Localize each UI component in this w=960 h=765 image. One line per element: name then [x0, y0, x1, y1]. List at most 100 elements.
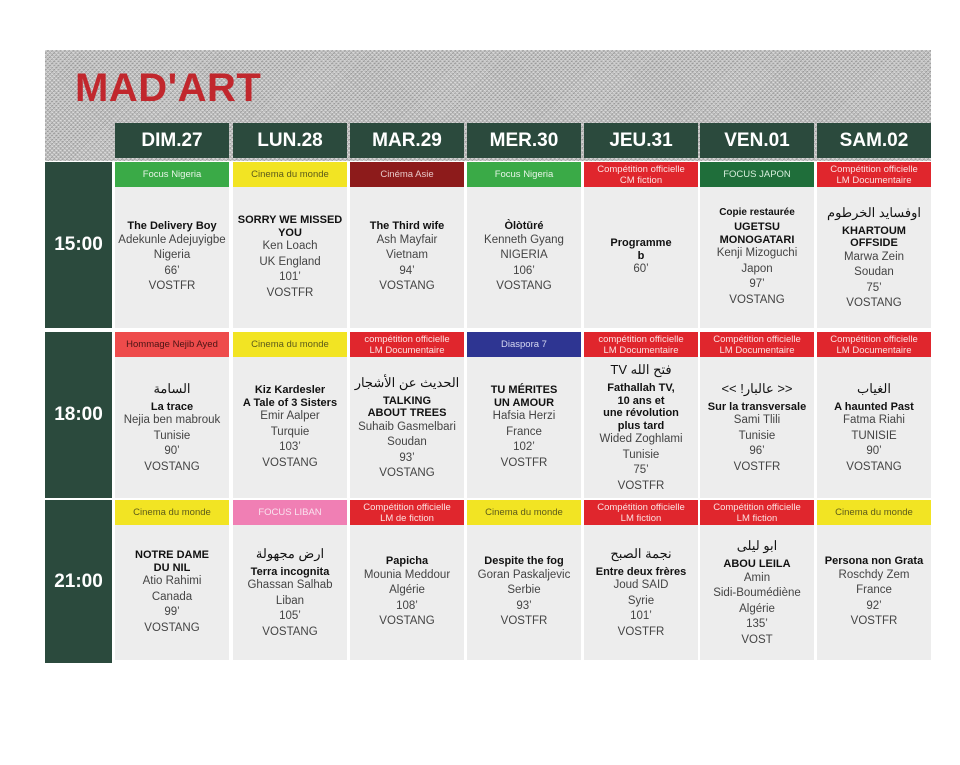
film-info: السامة La trace Nejia ben mabrouk Tunisie 90… — [115, 357, 229, 498]
section-tag: FOCUS JAPON — [700, 162, 814, 187]
screening-cell[interactable]: FOCUS JAPON Copie restaurée UGETSU MONOGATA… — [700, 162, 814, 328]
film-info: الغياب A haunted Past Fatma Riahi TUNISIE 90… — [817, 357, 931, 498]
film-info: The Delivery Boy Adekunle Adejuyigbe Niger… — [115, 187, 229, 328]
film-detail: VOSTFR — [266, 286, 314, 299]
section-tag-line: CM fiction — [619, 174, 663, 186]
section-tag-line: compétition officielle — [364, 333, 450, 345]
section-tag-line: LM fiction — [620, 512, 662, 524]
screening-cell[interactable]: Cinema du monde Despite the fog Goran Pask… — [467, 500, 581, 660]
film-detail: Joud SAID — [613, 579, 669, 592]
screening-cell[interactable]: Compétition officielle LM de fiction Papic… — [350, 500, 464, 660]
film-detail: 94’ — [399, 264, 415, 277]
film-title: Kiz Kardesler — [254, 384, 326, 396]
screening-cell[interactable]: Hommage Nejib Ayed السامة La trace Nejia be… — [115, 332, 229, 498]
screening-cell[interactable]: Compétition officielle LM Documentaire الغ… — [817, 332, 931, 498]
film-detail: Nigeria — [153, 249, 191, 262]
screening-cell[interactable]: Cinema du monde Kiz Kardesler A Tale of 3 … — [233, 332, 347, 498]
film-title: La trace — [150, 400, 194, 413]
film-title: NOTRE DAME — [135, 549, 209, 561]
film-detail: Japon — [741, 262, 773, 275]
film-title: Fathallah TV, — [607, 382, 675, 394]
screening-cell[interactable]: compétition officielle LM Documentaire فتح… — [584, 332, 698, 498]
section-tag: Hommage Nejib Ayed — [115, 332, 229, 357]
section-tag-line: LM de fiction — [380, 512, 434, 524]
film-detail: 92’ — [866, 599, 882, 612]
film-detail: 135’ — [746, 618, 768, 630]
screening-cell[interactable]: Compétition officielle LM Documentaire اوف… — [817, 162, 931, 328]
time-slot-label: 21:00 — [45, 500, 112, 663]
film-detail: VOSTFR — [617, 625, 665, 638]
screening-cell[interactable]: Cinema du monde Persona non Grata Roschdy … — [817, 500, 931, 660]
screening-cell[interactable]: Compétition officielle CM fiction Programm… — [584, 162, 698, 328]
screening-cell[interactable]: Cinema du monde SORRY WE MISSED YOU Ken Loa… — [233, 162, 347, 328]
section-tag-line: FOCUS JAPON — [723, 169, 791, 180]
section-tag: Focus Nigeria — [115, 162, 229, 187]
film-detail: 99’ — [164, 606, 180, 618]
screening-cell[interactable]: Cinema du monde NOTRE DAME DU NIL Atio Rahi… — [115, 500, 229, 660]
film-detail: UK England — [259, 255, 321, 268]
film-detail: Tunisie — [153, 429, 191, 442]
section-tag-line: Diaspora 7 — [501, 339, 547, 350]
film-arabic-title: اوفسايد الخرطوم — [827, 204, 921, 220]
section-tag: Cinema du monde — [233, 332, 347, 357]
film-detail: Mounia Meddour — [363, 568, 451, 581]
screening-cell[interactable]: Focus Nigeria Òlòtūré Kenneth Gyang NIGERIA… — [467, 162, 581, 328]
film-title: DU NIL — [153, 561, 191, 574]
film-title: Despite the fog — [484, 555, 564, 568]
screening-cell[interactable]: FOCUS LIBAN ارض مجهولة Terra incognita Ghas… — [233, 500, 347, 660]
section-tag-line: Cinéma Asie — [380, 169, 434, 180]
film-detail: Vietnam — [386, 249, 428, 262]
film-title: Sur la transversale — [707, 400, 807, 413]
film-detail: Tunisie — [738, 429, 776, 442]
film-title: ABOUT TREES — [367, 407, 447, 419]
section-tag-line: Cinema du monde — [251, 339, 329, 350]
film-info: فتح الله TV Fathallah TV, 10 ans et une rév… — [584, 357, 698, 498]
film-title: TU MÉRITES — [490, 384, 558, 396]
section-tag: FOCUS LIBAN — [233, 500, 347, 525]
film-title: Òlòtūré — [504, 220, 544, 233]
screening-cell[interactable]: Cinéma Asie The Third wife Ash Mayfair Viet… — [350, 162, 464, 328]
section-tag: Cinema du monde — [817, 500, 931, 525]
section-tag-line: Compétition officielle — [597, 501, 685, 513]
film-detail: 90’ — [866, 445, 882, 458]
film-title: The Third wife — [369, 220, 445, 233]
film-detail: 93’ — [516, 599, 532, 612]
screening-cell[interactable]: compétition officielle LM Documentaire الح… — [350, 332, 464, 498]
film-detail: VOSTANG — [846, 460, 902, 473]
day-header: VEN.01 — [700, 123, 814, 158]
section-tag: Compétition officielle LM Documentaire — [817, 332, 931, 357]
screening-cell[interactable]: Diaspora 7 TU MÉRITES UN AMOUR Hafsia Herzi… — [467, 332, 581, 498]
section-tag-line: Cinema du monde — [133, 507, 211, 518]
section-tag: Compétition officielle LM Documentaire — [700, 332, 814, 357]
film-info: Persona non Grata Roschdy Zem France 92’ VOS… — [817, 525, 931, 660]
film-detail: VOSTANG — [379, 280, 435, 293]
film-detail: Marwa Zein — [843, 250, 905, 263]
film-detail: VOSTANG — [144, 460, 200, 473]
film-detail: VOSTFR — [500, 615, 548, 628]
film-detail: 102’ — [513, 441, 535, 453]
film-detail: VOSTFR — [617, 479, 665, 492]
day-header: LUN.28 — [233, 123, 347, 158]
film-detail: 75’ — [633, 464, 649, 476]
film-detail: VOSTANG — [144, 621, 200, 634]
film-info: Papicha Mounia Meddour Algérie 108’ VOSTANG — [350, 525, 464, 660]
screening-cell[interactable]: Focus Nigeria The Delivery Boy Adekunle Ad… — [115, 162, 229, 328]
screening-cell[interactable]: Compétition officielle LM fiction نجمة الص… — [584, 500, 698, 660]
film-info: TU MÉRITES UN AMOUR Hafsia Herzi France 102’… — [467, 357, 581, 498]
film-detail: Tunisie — [622, 448, 660, 461]
section-tag-line: LM Documentaire — [836, 174, 912, 186]
film-title: MONOGATARI — [719, 233, 795, 246]
film-info: ارض مجهولة Terra incognita Ghassan Salhab L… — [233, 525, 347, 660]
screening-cell[interactable]: Compétition officielle LM fiction ابو ليلى… — [700, 500, 814, 660]
film-detail: VOSTANG — [496, 280, 552, 293]
screening-cell[interactable]: Compétition officielle LM Documentaire << … — [700, 332, 814, 498]
section-tag-line: Cinema du monde — [485, 507, 563, 518]
film-arabic-title: << عالبار! >> — [721, 380, 793, 396]
film-detail: VOSTANG — [262, 456, 318, 469]
film-detail: France — [856, 584, 892, 597]
day-header: MER.30 — [467, 123, 581, 158]
film-title: une révolution — [603, 407, 679, 419]
film-detail: 106’ — [513, 264, 535, 277]
film-title: A haunted Past — [834, 400, 914, 413]
section-tag-line: LM Documentaire — [603, 344, 679, 356]
